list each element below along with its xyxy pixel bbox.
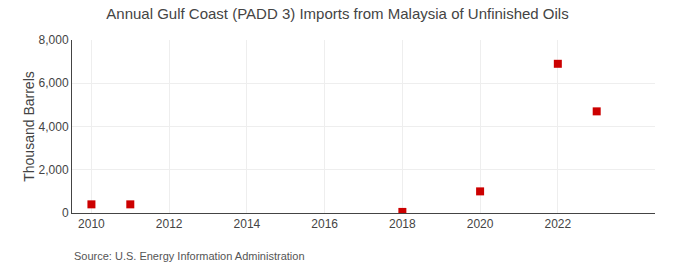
svg-text:Source: U.S. Energy Informatio: Source: U.S. Energy Information Administ… bbox=[74, 250, 305, 262]
svg-text:0: 0 bbox=[62, 206, 69, 220]
svg-text:2022: 2022 bbox=[544, 217, 571, 231]
svg-text:2018: 2018 bbox=[389, 217, 416, 231]
svg-text:2016: 2016 bbox=[311, 217, 338, 231]
svg-text:Annual Gulf Coast (PADD 3) Imp: Annual Gulf Coast (PADD 3) Imports from … bbox=[106, 5, 568, 22]
svg-text:8,000: 8,000 bbox=[39, 33, 69, 47]
svg-text:Thousand Barrels: Thousand Barrels bbox=[21, 71, 37, 182]
svg-text:2020: 2020 bbox=[467, 217, 494, 231]
svg-text:2010: 2010 bbox=[78, 217, 105, 231]
svg-text:2014: 2014 bbox=[234, 217, 261, 231]
svg-text:4,000: 4,000 bbox=[39, 120, 69, 134]
svg-text:2,000: 2,000 bbox=[39, 163, 69, 177]
svg-text:2012: 2012 bbox=[156, 217, 183, 231]
svg-text:6,000: 6,000 bbox=[39, 76, 69, 90]
